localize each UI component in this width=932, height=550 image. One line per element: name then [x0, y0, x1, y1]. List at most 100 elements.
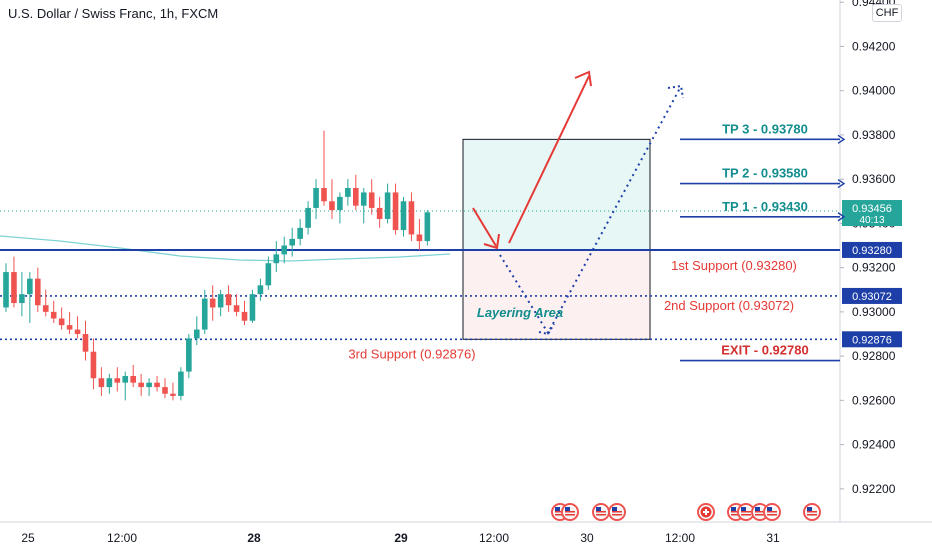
candle-body [90, 351, 97, 379]
x-tick-label: 28 [247, 531, 261, 545]
y-tick-label: 0.92800 [852, 349, 896, 363]
y-tick-label: 0.92200 [852, 482, 896, 496]
candle-body [305, 207, 311, 228]
us-flag-stripe [555, 514, 565, 516]
us-flag-stripe [596, 511, 606, 513]
current-price-badge [842, 200, 902, 227]
candle-body [130, 376, 136, 383]
candle-body [114, 378, 121, 383]
candle-body [74, 329, 81, 334]
us-flag-stripe [596, 514, 606, 516]
x-tick-label: 12:00 [107, 531, 137, 545]
x-tick-label: 31 [766, 531, 780, 545]
y-tick-label: 0.93800 [852, 128, 896, 142]
support-price-badge [842, 241, 902, 258]
us-flag-stripe [741, 511, 751, 513]
candle-body [98, 378, 105, 388]
swiss-cross-v [705, 509, 707, 515]
candle-body [329, 201, 335, 211]
layering-area-label: Layering Area [477, 305, 563, 320]
candle-body [281, 245, 288, 255]
candle-body [19, 294, 25, 304]
candle-body [360, 192, 367, 206]
y-tick-label: 0.92400 [852, 438, 896, 452]
candle-body [146, 382, 152, 388]
candle-body [424, 212, 431, 242]
candle-body [345, 188, 351, 197]
us-flag-stripe [555, 511, 565, 513]
current-price-badge-label: 0.93456 [852, 203, 892, 215]
event-flag-icon [561, 503, 579, 521]
candle-body [178, 371, 184, 396]
us-flag-stripe [741, 514, 751, 516]
candle-body [50, 311, 57, 319]
candle-body [138, 382, 144, 388]
candle-body [35, 278, 41, 306]
us-flag-canton [565, 507, 570, 511]
candle-body [297, 227, 303, 239]
candle-body [384, 192, 391, 219]
candle-body [58, 318, 65, 326]
blue-dotted-head-top [667, 84, 684, 99]
y-tick-label: 0.93600 [852, 172, 896, 186]
currency-button[interactable]: CHF [872, 4, 902, 22]
risk-zone-box [463, 249, 650, 340]
candle-body [194, 329, 200, 339]
us-flag-canton [807, 507, 812, 511]
candle-body [368, 192, 375, 208]
y-tick-label: 0.93000 [852, 305, 896, 319]
candle-body [225, 294, 232, 306]
us-flag-stripe [731, 511, 741, 513]
us-flag-stripe [807, 514, 817, 516]
red-arrow-down-head [483, 233, 500, 250]
candle-body [376, 207, 383, 219]
candle-body [3, 272, 9, 308]
x-tick-label: 12:00 [665, 531, 695, 545]
event-flag-icon [592, 503, 610, 521]
us-flag-canton [767, 507, 772, 511]
candle-body [249, 294, 256, 321]
target-arrow-marker [837, 212, 846, 222]
us-flag-stripe [767, 514, 777, 516]
candle-body [321, 188, 327, 202]
candle-body [337, 196, 343, 211]
us-flag-stripe [612, 511, 622, 513]
candle-body [241, 311, 248, 321]
candle-body [233, 305, 240, 312]
candle-body [186, 338, 192, 372]
support-price-badge [842, 331, 902, 348]
target-label: EXIT - 0.92780 [721, 343, 808, 358]
candle-body [400, 201, 407, 231]
support-1-label: 1st Support (0.93280) [671, 258, 797, 273]
red-arrow-up-head [574, 70, 592, 87]
event-flag-icon [737, 503, 755, 521]
x-tick-label: 29 [394, 531, 408, 545]
candle-body [209, 298, 216, 308]
candle-body [217, 294, 224, 308]
us-flag-stripe [755, 511, 765, 513]
candle-body [265, 263, 272, 286]
y-tick-label: 0.92600 [852, 393, 896, 407]
event-flag-icon [697, 503, 715, 521]
candle-body [170, 393, 176, 396]
candle-body [273, 254, 280, 264]
y-tick-label: 0.94200 [852, 39, 896, 53]
countdown-label: 40:13 [859, 215, 884, 226]
candle-body [122, 376, 129, 383]
candle-body [313, 188, 319, 208]
candle-body [353, 188, 359, 206]
support-price-badge-label: 0.93280 [852, 245, 892, 257]
target-label: TP 1 - 0.93430 [722, 199, 808, 214]
red-arrow-down [472, 207, 497, 247]
y-tick-label: 0.93200 [852, 261, 896, 275]
chart-title: U.S. Dollar / Swiss Franc, 1h, FXCM [8, 6, 219, 21]
candle-body [408, 201, 415, 235]
us-flag-canton [731, 507, 736, 511]
candle-body [11, 272, 17, 304]
red-arrow-up [508, 75, 590, 244]
y-tick-label: 0.94000 [852, 84, 896, 98]
candle-body [201, 298, 208, 330]
event-flag-icon [803, 503, 821, 521]
profit-zone-box [463, 139, 650, 250]
